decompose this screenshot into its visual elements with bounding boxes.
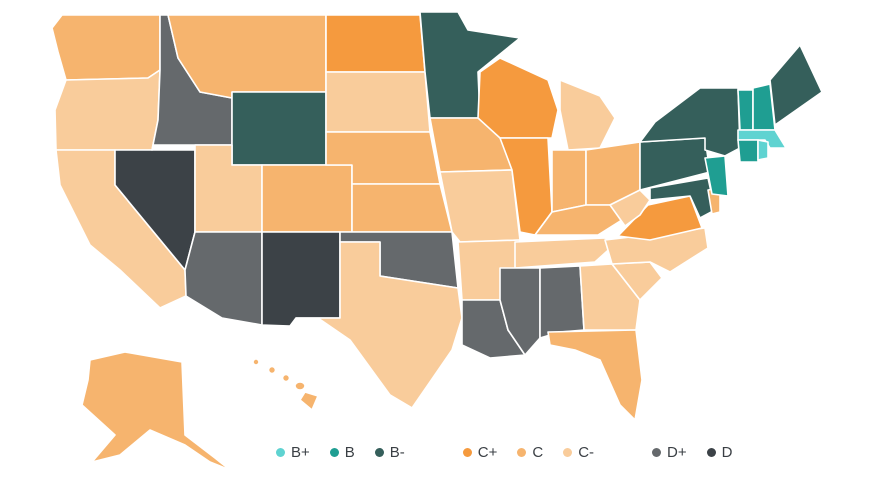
state-TX[interactable] (295, 241, 463, 409)
legend-item-bplus: B+ (276, 444, 310, 461)
legend-label: C- (578, 443, 595, 461)
legend-item-bminus: B- (374, 443, 405, 461)
legend-label: B- (389, 443, 405, 461)
state-MO[interactable] (439, 169, 521, 243)
state-TN[interactable] (514, 237, 616, 269)
state-MI[interactable] (559, 79, 616, 151)
state-NM[interactable] (261, 231, 341, 327)
legend-label: B (344, 443, 355, 461)
state-MD[interactable] (649, 177, 716, 219)
state-ND[interactable] (325, 14, 426, 73)
legend-swatch (374, 447, 384, 457)
state-WA[interactable] (51, 14, 161, 81)
state-NJ[interactable] (704, 155, 729, 197)
state-CT[interactable] (737, 139, 759, 163)
state-SD[interactable] (325, 71, 431, 133)
legend-swatch (706, 447, 716, 457)
legend-label: D+ (667, 443, 687, 461)
state-NY[interactable] (639, 87, 741, 157)
legend-swatch (329, 447, 339, 457)
legend-swatch (276, 447, 285, 457)
legend-swatch (563, 447, 573, 457)
state-AL[interactable] (539, 265, 585, 339)
legend-item-b: B (329, 443, 355, 461)
state-VT[interactable] (737, 89, 754, 131)
state-CO[interactable] (261, 164, 353, 233)
state-IN[interactable] (551, 149, 587, 213)
legend-item-cminus: C- (563, 444, 594, 461)
state-HI[interactable] (252, 358, 319, 411)
legend-item-dplus: D+ (652, 444, 687, 461)
state-WI[interactable] (477, 57, 559, 139)
legend-label: C (532, 443, 544, 461)
state-OR[interactable] (54, 69, 161, 151)
state-ME[interactable] (769, 44, 823, 126)
state-RI[interactable] (757, 139, 769, 161)
state-NC[interactable] (604, 227, 709, 273)
legend-item-c: C (517, 444, 543, 461)
state-AK[interactable] (81, 351, 231, 471)
state-WV[interactable] (609, 189, 651, 227)
state-FL[interactable] (547, 329, 643, 421)
state-WY[interactable] (231, 91, 327, 166)
legend-swatch (462, 447, 472, 457)
state-AZ[interactable] (184, 231, 263, 326)
legend-swatch (517, 447, 527, 457)
legend-swatch (652, 447, 662, 457)
state-GA[interactable] (579, 263, 641, 331)
legend-item-d: D (706, 443, 733, 461)
legend-label: C+ (477, 443, 498, 461)
state-MN[interactable] (419, 11, 521, 119)
state-KS[interactable] (351, 183, 453, 233)
legend-label: D (721, 443, 733, 461)
legend-item-cplus: C+ (462, 443, 498, 461)
grade-legend: B+ B B- C+ C C- D+ D (276, 441, 732, 463)
legend-label: B+ (291, 443, 310, 461)
